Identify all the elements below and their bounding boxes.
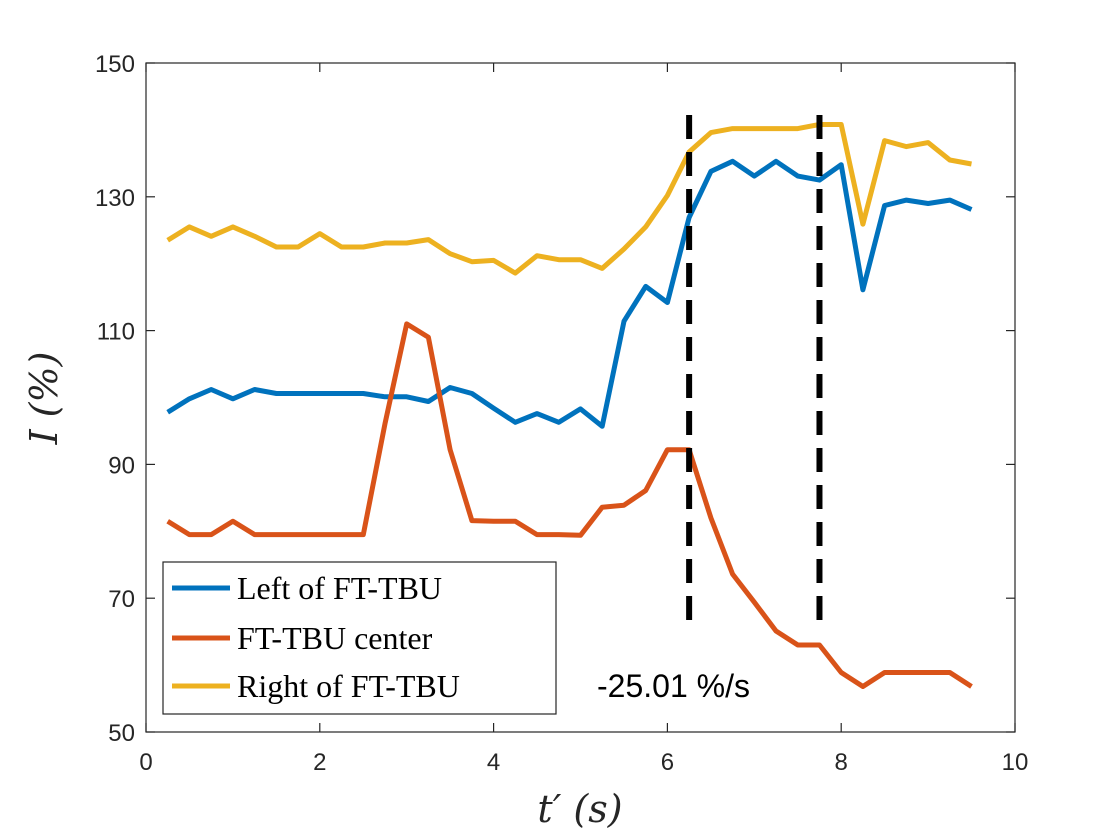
tick-layer: 0 2 4 6 8 10 50 70 90 110 130 150 xyxy=(95,51,1028,776)
slope-annotation: -25.01 %/s xyxy=(597,668,750,704)
legend-label-center: FT-TBU center xyxy=(237,620,433,656)
y-tick-label: 150 xyxy=(95,51,135,78)
series-line-left xyxy=(166,158,973,429)
x-tick-label: 2 xyxy=(313,749,326,776)
y-tick-label: 90 xyxy=(108,452,135,479)
series-line-right xyxy=(166,122,972,276)
vline-layer xyxy=(686,115,823,620)
axes-box xyxy=(145,62,1016,733)
y-tick-label: 130 xyxy=(95,185,135,212)
series-line-center xyxy=(166,321,973,689)
x-tick-label: 8 xyxy=(835,749,848,776)
x-tick-label: 4 xyxy=(487,749,500,776)
y-axis-label: I (%) xyxy=(22,352,66,446)
legend: Left of FT-TBU FT-TBU center Right of FT… xyxy=(162,561,557,715)
x-tick-label: 6 xyxy=(661,749,674,776)
y-tick-label: 110 xyxy=(97,319,135,346)
legend-label-left: Left of FT-TBU xyxy=(237,570,442,606)
legend-label-right: Right of FT-TBU xyxy=(237,668,460,704)
y-tick-label: 70 xyxy=(108,586,135,613)
x-tick-label: 10 xyxy=(1002,749,1029,776)
x-axis-label: t′ (s) xyxy=(537,787,622,831)
y-tick-label: 50 xyxy=(108,720,135,747)
series-layer xyxy=(166,122,973,689)
x-tick-label: 0 xyxy=(139,749,152,776)
